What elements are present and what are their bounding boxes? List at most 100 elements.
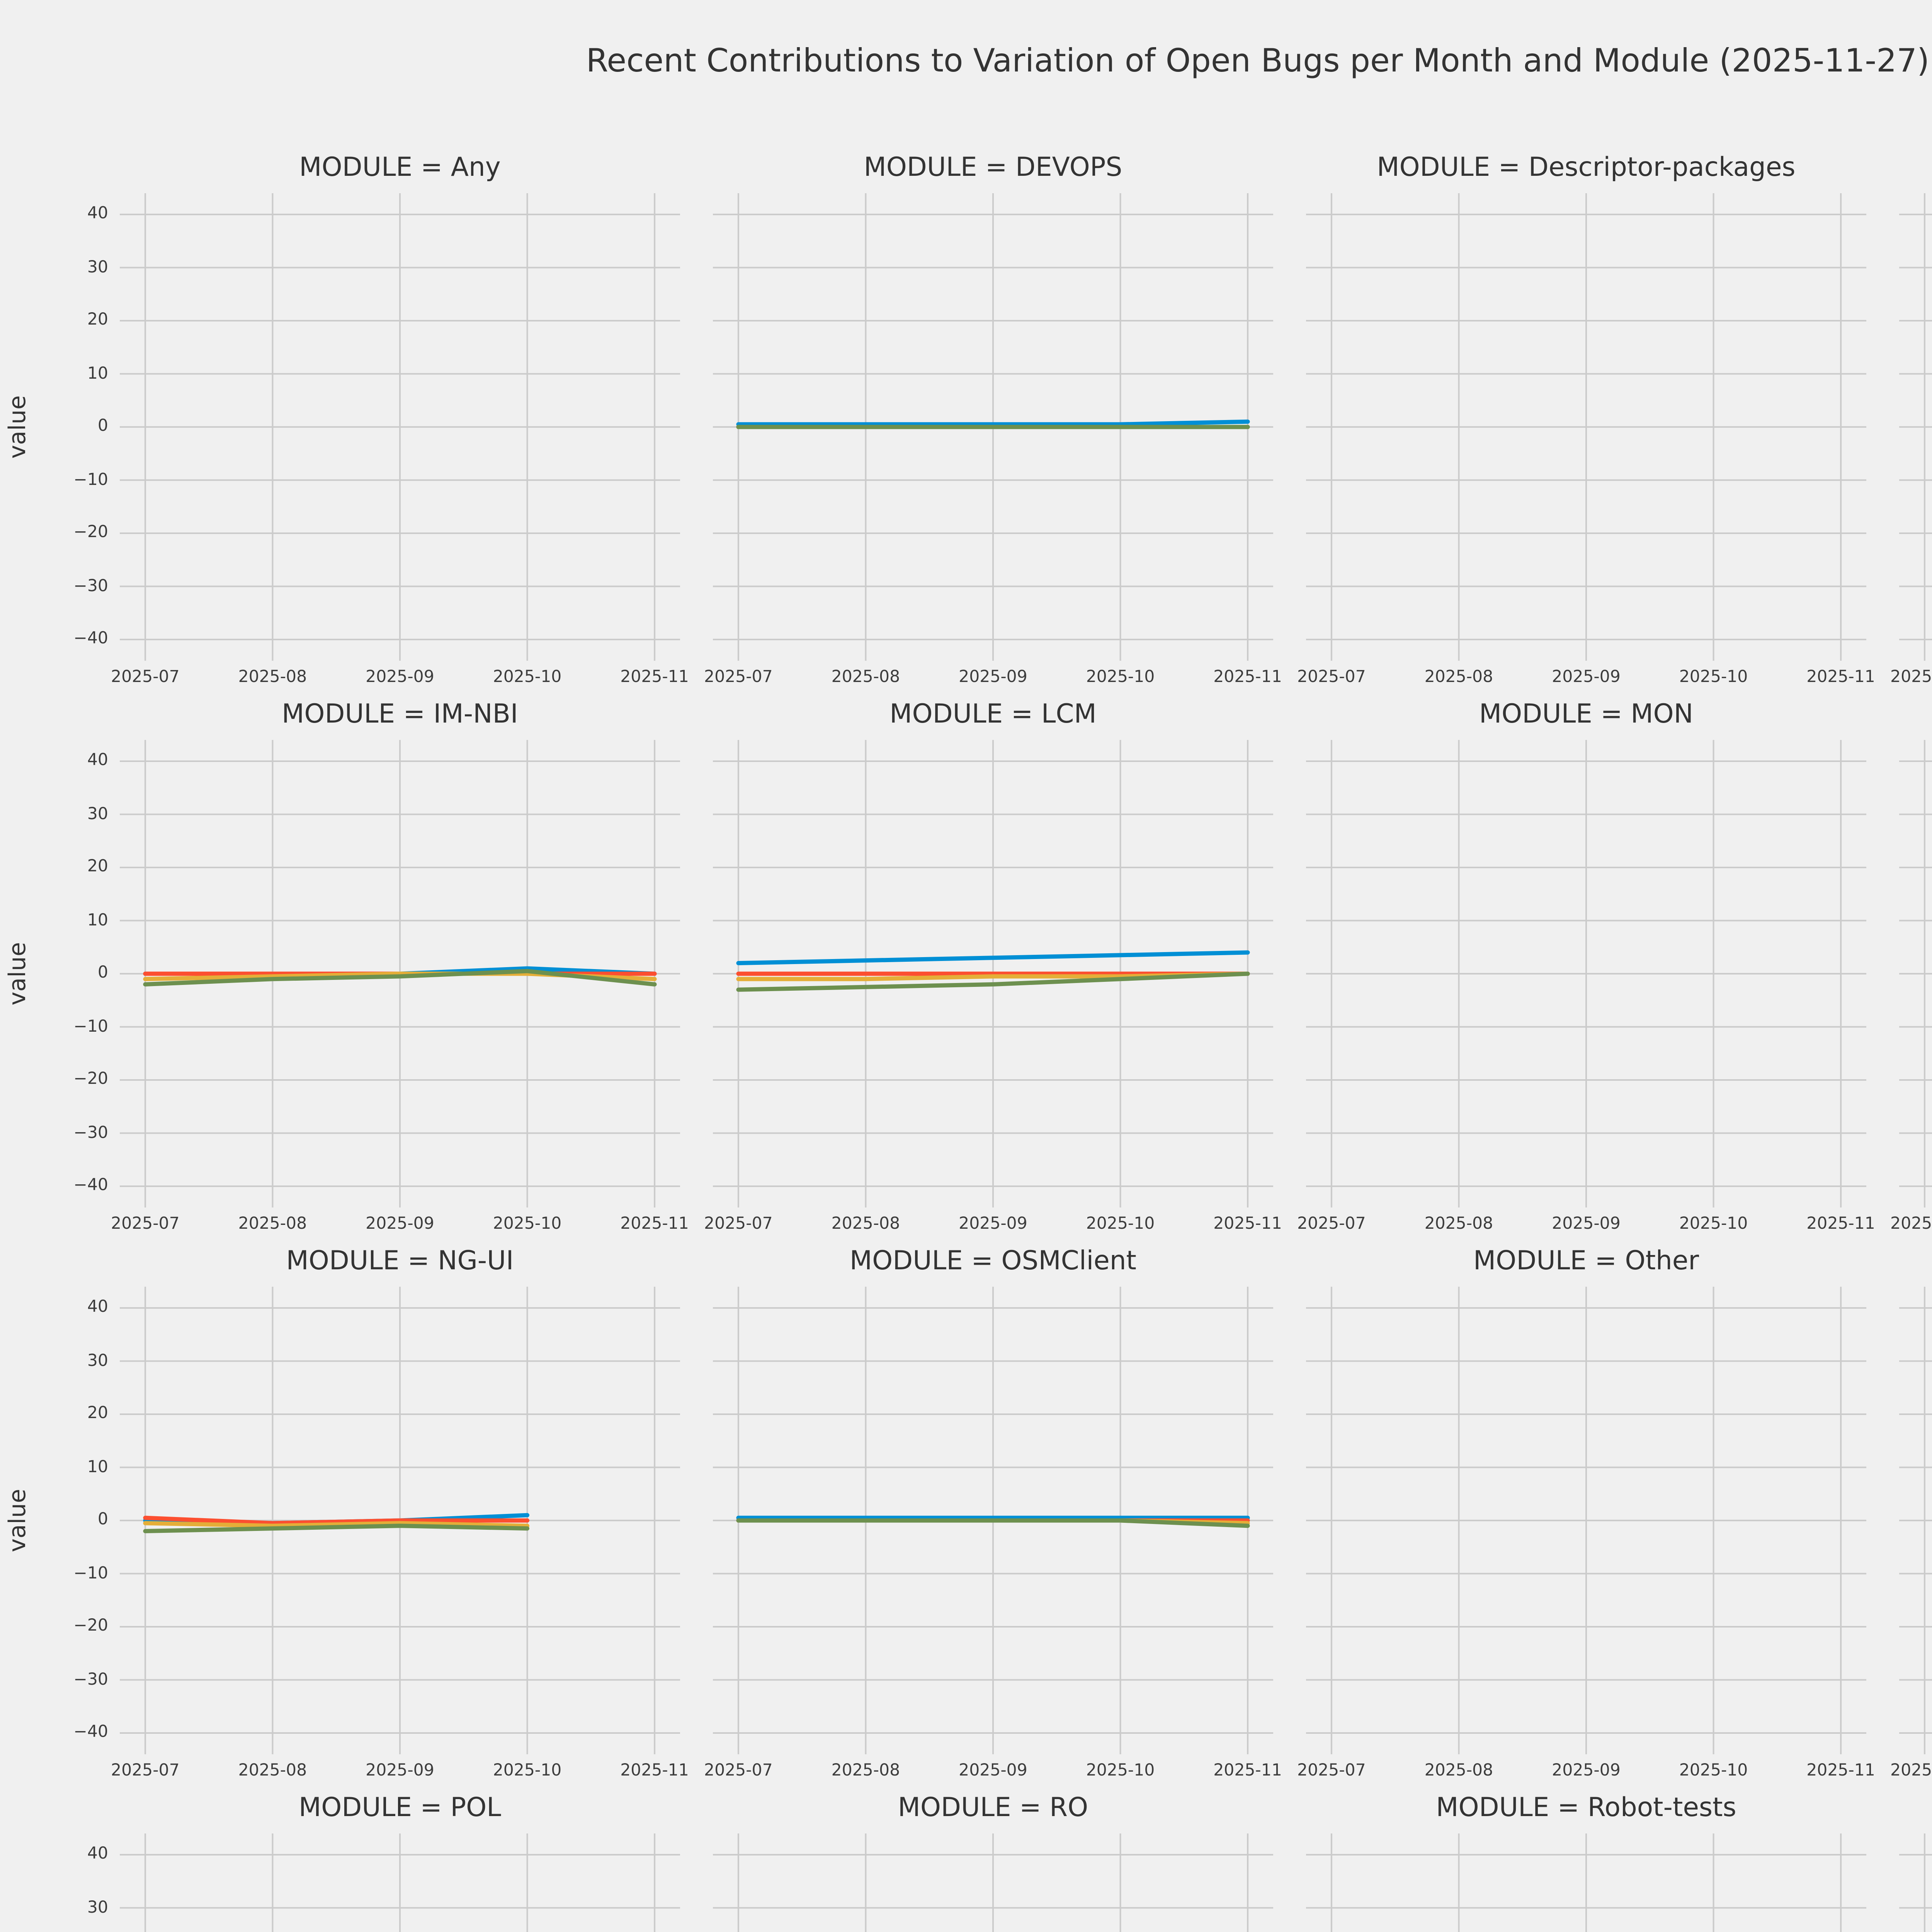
series-line-OPENED — [736, 950, 1250, 965]
y-tick-label: 0 — [97, 1511, 108, 1530]
y-tick-label: 10 — [87, 911, 108, 930]
x-tick-label: 2025-09 — [366, 1762, 434, 1781]
series-line-REOPENED — [143, 1515, 530, 1526]
x-tick-label: 2025-07 — [111, 1762, 180, 1781]
x-tick-label: 2025-09 — [959, 668, 1027, 688]
x-tick-label: 2025-07 — [704, 1762, 773, 1781]
facet-plot-PLA — [1899, 1287, 1932, 1754]
y-axis-label: value — [4, 1489, 31, 1552]
x-tick-label: 2025-09 — [1552, 668, 1621, 688]
x-tick-label: 2025-11 — [1213, 1215, 1282, 1235]
facet-title: MODULE = Any — [299, 153, 501, 184]
x-tick-label: 2025-07 — [1297, 1215, 1366, 1235]
x-tick-label: 2025-07 — [1890, 668, 1932, 688]
x-tick-label: 2025-08 — [831, 1215, 900, 1235]
x-tick-label: 2025-10 — [1086, 668, 1155, 688]
y-tick-label: −30 — [73, 1123, 108, 1143]
x-tick-label: 2025-07 — [1890, 1762, 1932, 1781]
facet-title: MODULE = Other — [1473, 1246, 1699, 1277]
facet-plot-Other — [1306, 1287, 1866, 1754]
x-tick-label: 2025-07 — [1297, 1762, 1366, 1781]
x-tick-label: 2025-07 — [1297, 668, 1366, 688]
y-tick-label: −10 — [73, 470, 108, 490]
x-tick-label: 2025-07 — [704, 1215, 773, 1235]
facet-title: MODULE = N2VC — [1899, 699, 1932, 730]
y-tick-label: −30 — [73, 1670, 108, 1690]
facet-title: MODULE = Documentation / Wiki — [1899, 153, 1932, 184]
x-tick-label: 2025-11 — [1213, 668, 1282, 688]
y-tick-label: −10 — [73, 1564, 108, 1583]
y-tick-label: 40 — [87, 1845, 108, 1864]
x-tick-label: 2025-11 — [1806, 668, 1875, 688]
y-tick-label: 30 — [87, 804, 108, 824]
y-tick-label: −20 — [73, 1617, 108, 1636]
x-tick-label: 2025-11 — [620, 668, 689, 688]
facet-plot-Descriptor-packages — [1306, 193, 1866, 661]
y-tick-label: −10 — [73, 1017, 108, 1037]
x-tick-label: 2025-09 — [1552, 1215, 1621, 1235]
facet-plot-IM-NBI — [120, 740, 680, 1208]
facet-plot-Documentation / Wiki — [1899, 193, 1932, 661]
x-tick-label: 2025-08 — [1424, 1762, 1493, 1781]
facet-plot-Any — [120, 193, 680, 661]
facet-plot-DEVOPS — [713, 193, 1273, 661]
x-tick-label: 2025-09 — [959, 1762, 1027, 1781]
facet-plot-LCM — [713, 740, 1273, 1208]
x-tick-label: 2025-08 — [238, 1762, 307, 1781]
facet-plot-NG-UI — [120, 1287, 680, 1754]
y-tick-label: −20 — [73, 524, 108, 543]
x-tick-label: 2025-10 — [493, 1762, 562, 1781]
y-tick-label: −40 — [73, 1177, 108, 1196]
x-tick-label: 2025-11 — [1806, 1762, 1875, 1781]
x-tick-label: 2025-08 — [831, 668, 900, 688]
x-tick-label: 2025-08 — [831, 1762, 900, 1781]
x-tick-label: 2025-09 — [1552, 1762, 1621, 1781]
x-tick-label: 2025-07 — [111, 668, 180, 688]
x-tick-label: 2025-08 — [1424, 1215, 1493, 1235]
y-tick-label: 0 — [97, 964, 108, 983]
y-tick-label: 0 — [97, 417, 108, 437]
y-tick-label: 20 — [87, 858, 108, 877]
facet-title: MODULE = MON — [1479, 699, 1694, 730]
facet-title: MODULE = DEVOPS — [864, 153, 1122, 184]
y-tick-label: 40 — [87, 205, 108, 224]
facet-title: MODULE = Descriptor-packages — [1377, 153, 1796, 184]
x-tick-label: 2025-07 — [704, 668, 773, 688]
facet-plot-RO — [713, 1833, 1273, 1932]
x-tick-label: 2025-11 — [1213, 1762, 1282, 1781]
facet-title: MODULE = IM-NBI — [282, 699, 518, 730]
facet-title: MODULE = RO — [898, 1793, 1088, 1824]
x-tick-label: 2025-10 — [1086, 1762, 1155, 1781]
series-line-CLOSED — [736, 1518, 1250, 1528]
x-tick-label: 2025-09 — [366, 668, 434, 688]
x-tick-label: 2025-09 — [959, 1215, 1027, 1235]
y-tick-label: −40 — [73, 630, 108, 649]
y-axis-label: value — [4, 395, 31, 459]
facet-title: MODULE = OSMClient — [849, 1246, 1137, 1277]
x-tick-label: 2025-07 — [111, 1215, 180, 1235]
y-tick-label: 30 — [87, 258, 108, 277]
series-line-CLOSED — [143, 969, 657, 986]
facet-plot-MON — [1306, 740, 1866, 1208]
y-tick-label: −40 — [73, 1723, 108, 1743]
facet-title: MODULE = NG-UI — [286, 1246, 514, 1277]
facet-title: MODULE = POL — [298, 1793, 501, 1824]
y-tick-label: 20 — [87, 311, 108, 330]
series-line-OPENED — [736, 419, 1250, 427]
facet-plot-Robot-tests — [1306, 1833, 1866, 1932]
x-tick-label: 2025-10 — [493, 668, 562, 688]
series-line-CLOSED — [736, 971, 1250, 992]
x-tick-label: 2025-10 — [1679, 1762, 1748, 1781]
x-tick-label: 2025-07 — [1890, 1215, 1932, 1235]
x-tick-label: 2025-08 — [1424, 668, 1493, 688]
facet-plot-Unknown — [1899, 1833, 1932, 1932]
facet-plot-N2VC — [1899, 740, 1932, 1208]
x-tick-label: 2025-10 — [1086, 1215, 1155, 1235]
facet-title: MODULE = Robot-tests — [1436, 1793, 1736, 1824]
facet-title: MODULE = LCM — [889, 699, 1097, 730]
y-tick-label: −20 — [73, 1070, 108, 1090]
x-tick-label: 2025-08 — [238, 1215, 307, 1235]
facet-title: MODULE = Unknown — [1899, 1793, 1932, 1824]
